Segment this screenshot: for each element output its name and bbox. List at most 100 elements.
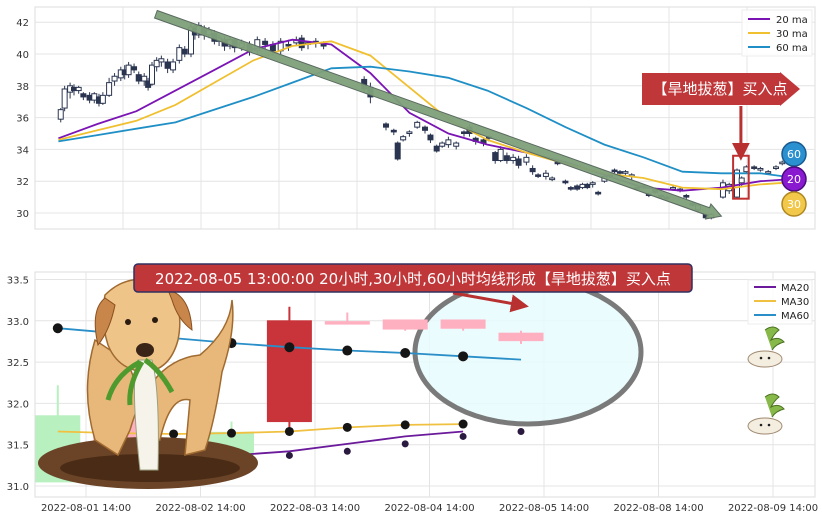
top-candle-body	[298, 37, 305, 49]
ma20-marker	[285, 451, 293, 459]
trend-arrow-body	[153, 9, 723, 220]
ma20-marker	[459, 432, 467, 440]
top-candle-body	[57, 109, 64, 120]
top-candle-body	[141, 75, 148, 82]
top-candle-body	[75, 86, 82, 92]
trend-arrow-shape	[153, 9, 723, 220]
ma-badges: 60 20 30	[781, 141, 807, 217]
title-banner-box	[133, 263, 693, 293]
top-candle-body	[574, 185, 581, 190]
badge-30-circle	[781, 191, 807, 217]
ma30-marker	[169, 429, 179, 439]
top-candle-body	[595, 191, 602, 195]
top-candle-body	[383, 123, 389, 128]
scallion-leaves	[105, 357, 175, 406]
top-candle-body	[125, 64, 132, 76]
bottom-candle-body	[498, 332, 544, 342]
dog-eye-left	[125, 319, 131, 325]
top-candle-body	[773, 166, 779, 169]
buy-point-arrow-label: 【旱地拔葱】买入点	[642, 72, 800, 106]
top-candle-body	[757, 167, 764, 171]
badge-60-label: 60	[787, 148, 801, 161]
badge-60-circle	[781, 141, 807, 167]
top-y-tick-label: 30	[16, 209, 29, 220]
bottom-y-tick-label: 32.0	[7, 399, 29, 410]
top-candle-body	[181, 48, 188, 55]
top-candle-body	[562, 180, 569, 184]
bottom-y-tick-label: 31.0	[7, 482, 29, 493]
bottom-x-tick-label: 2022-08-09 14:00	[728, 503, 818, 514]
bottom-title-banner: 2022-08-05 13:00:00 20小时,30小时,60小时均线形成【旱…	[133, 263, 693, 293]
bottom-legend-label-ma30: MA30	[781, 297, 809, 308]
top-candle-body	[285, 43, 292, 47]
bottom-candle-body	[324, 321, 370, 325]
bottom-x-ticks: 2022-08-01 14:00 2022-08-02 14:00 2022-08-…	[41, 503, 818, 514]
top-candle-body	[529, 167, 536, 173]
top-candle-body	[176, 47, 183, 61]
ma30-marker	[342, 422, 352, 432]
bottom-candle-body	[440, 319, 486, 329]
top-candle-body	[510, 156, 517, 162]
top-candle-body	[535, 174, 542, 177]
bottom-y-tick-label: 32.5	[7, 358, 29, 369]
top-candle-body	[765, 171, 772, 174]
dog-nose	[136, 343, 154, 357]
ma60-marker	[342, 345, 353, 356]
top-legend-label-20ma: 20 ma	[776, 15, 808, 26]
top-candle-body	[617, 171, 623, 174]
top-candle-body	[433, 145, 440, 152]
trend-arrow	[153, 9, 723, 220]
ma60-marker	[400, 348, 411, 359]
top-y-ticks: 30 32 34 36 38 40 42	[16, 18, 29, 220]
top-candle-body	[164, 61, 171, 69]
top-legend-label-60ma: 60 ma	[776, 43, 808, 54]
top-candle-body	[414, 121, 421, 128]
top-y-tick-label: 42	[16, 18, 29, 29]
bottom-chart-title: 2022-08-05 13:00:00 20小时,30小时,60小时均线形成【旱…	[155, 270, 671, 288]
ma20-marker	[343, 447, 351, 455]
top-y-tick-label: 36	[16, 114, 29, 125]
top-candle-body	[503, 155, 510, 162]
bottom-y-tick-label: 33.5	[7, 276, 29, 287]
ma30-marker	[284, 426, 294, 436]
top-candle-body	[622, 171, 629, 174]
ma60-marker	[52, 323, 63, 334]
dog-ear-left	[94, 297, 116, 347]
bottom-x-tick-label: 2022-08-08 14:00	[613, 503, 703, 514]
top-candle-body	[427, 134, 434, 141]
bottom-x-tick-label: 2022-08-05 14:00	[499, 503, 589, 514]
top-candle-body	[683, 195, 690, 198]
bottom-candle-body	[266, 320, 312, 423]
badge-20-label: 20	[787, 173, 801, 186]
bottom-y-ticks: 31.0 31.5 32.0 32.5 33.0 33.5	[7, 276, 29, 494]
top-candle-body	[99, 94, 106, 104]
top-candle-body	[497, 148, 504, 162]
badge-20-circle	[781, 166, 807, 192]
ma60-marker	[284, 342, 295, 353]
top-candle-body	[106, 82, 113, 96]
top-candle-body	[779, 161, 786, 165]
top-candle-body	[453, 142, 460, 147]
bottom-x-tick-label: 2022-08-04 14:00	[384, 503, 474, 514]
bottom-x-tick-label: 2022-08-03 14:00	[270, 503, 360, 514]
ma20-marker	[401, 440, 409, 448]
top-chart-panel: 30 32 34 36 38 40 42 【旱地拔葱】买入点 20 ma 30 ma 60 …	[16, 6, 816, 230]
top-candle-body	[734, 169, 740, 198]
buy-point-arrow-shape	[642, 72, 800, 106]
title-pointer-arrow	[452, 291, 529, 313]
ma30-marker	[227, 428, 236, 438]
top-y-tick-label: 32	[16, 177, 29, 188]
top-candle-body	[523, 156, 530, 163]
bottom-y-tick-label: 33.0	[7, 317, 29, 328]
top-candle-body	[153, 59, 160, 68]
top-candle-body	[611, 169, 618, 173]
bottom-y-tick-label: 31.5	[7, 441, 29, 452]
top-candle-body	[320, 43, 327, 47]
top-candle-body	[738, 177, 745, 184]
bottom-legend-label-ma60: MA60	[781, 311, 809, 322]
bottom-x-tick-label: 2022-08-01 14:00	[41, 503, 131, 514]
top-candle-body	[400, 136, 407, 141]
top-candle-body	[492, 152, 499, 162]
top-candle-body	[61, 88, 68, 109]
